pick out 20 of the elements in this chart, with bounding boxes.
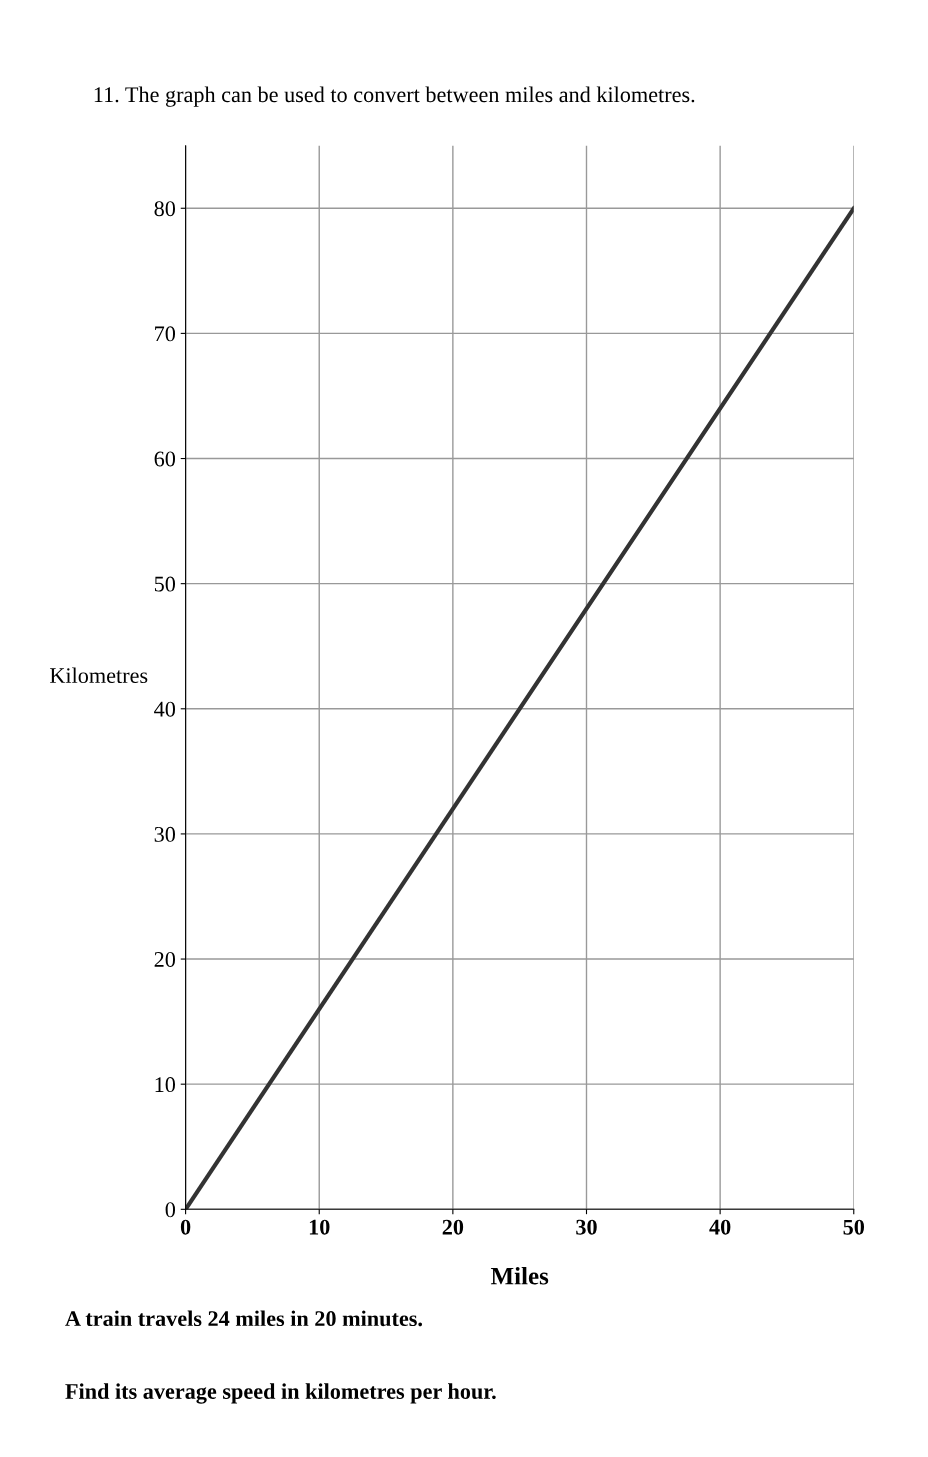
text: Find its average speed in kilometres per hour. <box>65 1383 496 1404</box>
x-tick-label: 40 <box>709 1219 731 1235</box>
y-tick-label: 80 <box>154 201 176 217</box>
y-tick-label: 50 <box>154 576 176 592</box>
y-tick-label: 40 <box>154 701 176 717</box>
text: A train travels 24 miles in 20 minutes. <box>65 1310 422 1327</box>
y-tick-label: 20 <box>154 951 176 967</box>
y-tick-label: 0 <box>165 1202 176 1218</box>
y-tick-label: 10 <box>155 1077 176 1093</box>
y-tick-label: 30 <box>154 826 176 842</box>
chart-title: 11. The graph can be used to convert between miles and kilometres. <box>94 86 695 107</box>
x-tick-label: 30 <box>576 1219 597 1235</box>
x-axis-title: Miles <box>490 1266 549 1285</box>
x-tick-label: 50 <box>843 1219 865 1235</box>
x-tick-label: 20 <box>442 1219 464 1235</box>
x-tick-label: 10 <box>309 1219 330 1235</box>
y-axis-title: Kilometres <box>50 667 148 684</box>
y-tick-label: 60 <box>154 451 176 467</box>
y-tick-label: 70 <box>155 326 176 342</box>
x-tick-label: 0 <box>180 1219 191 1235</box>
